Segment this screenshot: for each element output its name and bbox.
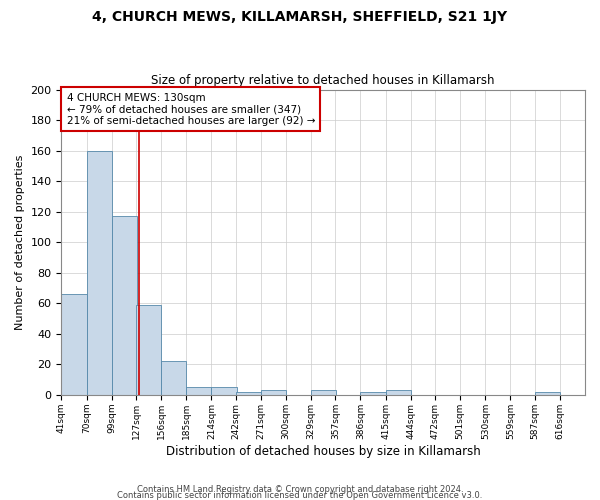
Bar bbox=[136, 305, 161, 395]
Bar bbox=[86, 150, 112, 395]
Bar bbox=[112, 216, 137, 395]
Y-axis label: Number of detached properties: Number of detached properties bbox=[15, 154, 25, 330]
Bar bbox=[361, 392, 386, 395]
Bar bbox=[211, 388, 236, 395]
Bar bbox=[386, 390, 411, 395]
Title: Size of property relative to detached houses in Killamarsh: Size of property relative to detached ho… bbox=[151, 74, 495, 87]
Text: Contains HM Land Registry data © Crown copyright and database right 2024.: Contains HM Land Registry data © Crown c… bbox=[137, 484, 463, 494]
Bar bbox=[186, 388, 211, 395]
Bar bbox=[236, 392, 261, 395]
Text: 4 CHURCH MEWS: 130sqm
← 79% of detached houses are smaller (347)
21% of semi-det: 4 CHURCH MEWS: 130sqm ← 79% of detached … bbox=[67, 92, 315, 126]
X-axis label: Distribution of detached houses by size in Killamarsh: Distribution of detached houses by size … bbox=[166, 444, 481, 458]
Text: Contains public sector information licensed under the Open Government Licence v3: Contains public sector information licen… bbox=[118, 490, 482, 500]
Bar bbox=[535, 392, 560, 395]
Bar bbox=[311, 390, 336, 395]
Bar bbox=[261, 390, 286, 395]
Text: 4, CHURCH MEWS, KILLAMARSH, SHEFFIELD, S21 1JY: 4, CHURCH MEWS, KILLAMARSH, SHEFFIELD, S… bbox=[92, 10, 508, 24]
Bar bbox=[61, 294, 86, 395]
Bar bbox=[161, 362, 186, 395]
